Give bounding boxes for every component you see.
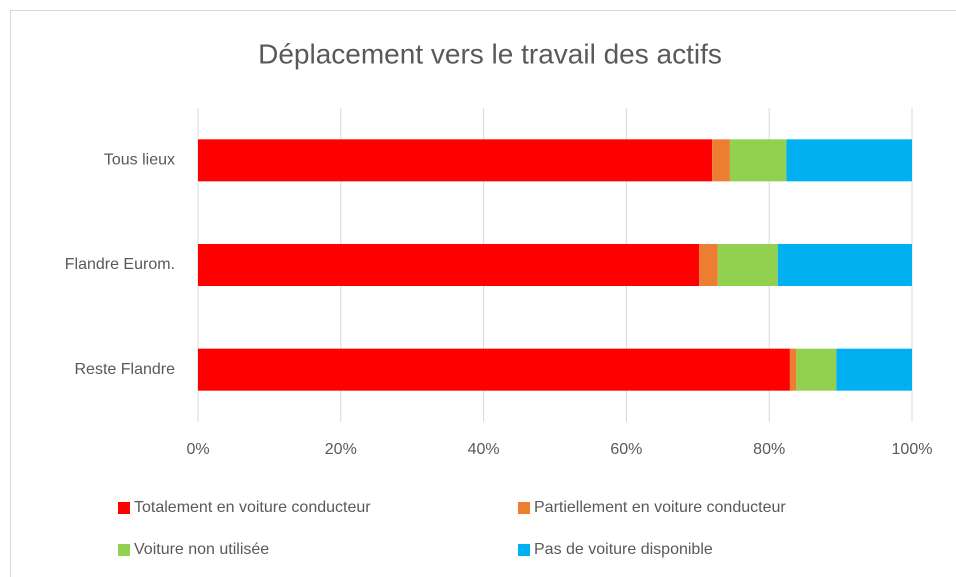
legend-label: Totalement en voiture conducteur bbox=[134, 499, 371, 516]
legend-swatch bbox=[518, 502, 530, 514]
legend-label: Partiellement en voiture conducteur bbox=[534, 499, 786, 516]
bar-segment bbox=[699, 244, 718, 286]
y-tick-label: Flandre Eurom. bbox=[65, 256, 175, 273]
x-tick-label: 60% bbox=[610, 441, 642, 458]
bar-segment bbox=[729, 139, 787, 182]
bar-segment bbox=[198, 139, 713, 182]
bar-segment bbox=[836, 348, 912, 391]
x-tick-label: 40% bbox=[468, 441, 500, 458]
x-tick-label: 80% bbox=[753, 441, 785, 458]
bar-segment bbox=[789, 348, 797, 391]
bar-segment bbox=[786, 139, 912, 182]
x-tick-label: 100% bbox=[892, 441, 933, 458]
x-tick-label: 20% bbox=[325, 441, 357, 458]
legend-swatch bbox=[518, 544, 530, 556]
bar-segment bbox=[796, 348, 837, 391]
bar-segment bbox=[198, 348, 790, 391]
bar-segment bbox=[777, 244, 912, 286]
x-tick-label: 0% bbox=[186, 441, 209, 458]
legend-label: Voiture non utilisée bbox=[134, 541, 269, 558]
legend-swatch bbox=[118, 544, 130, 556]
legend-swatch bbox=[118, 502, 130, 514]
bar-segment bbox=[717, 244, 778, 286]
chart-title: Déplacement vers le travail des actifs bbox=[258, 38, 722, 69]
legend-label: Pas de voiture disponible bbox=[534, 541, 713, 558]
bar-segment bbox=[712, 139, 730, 182]
y-tick-label: Tous lieux bbox=[104, 152, 175, 169]
y-tick-label: Reste Flandre bbox=[75, 361, 176, 378]
bar-segment bbox=[198, 244, 700, 286]
